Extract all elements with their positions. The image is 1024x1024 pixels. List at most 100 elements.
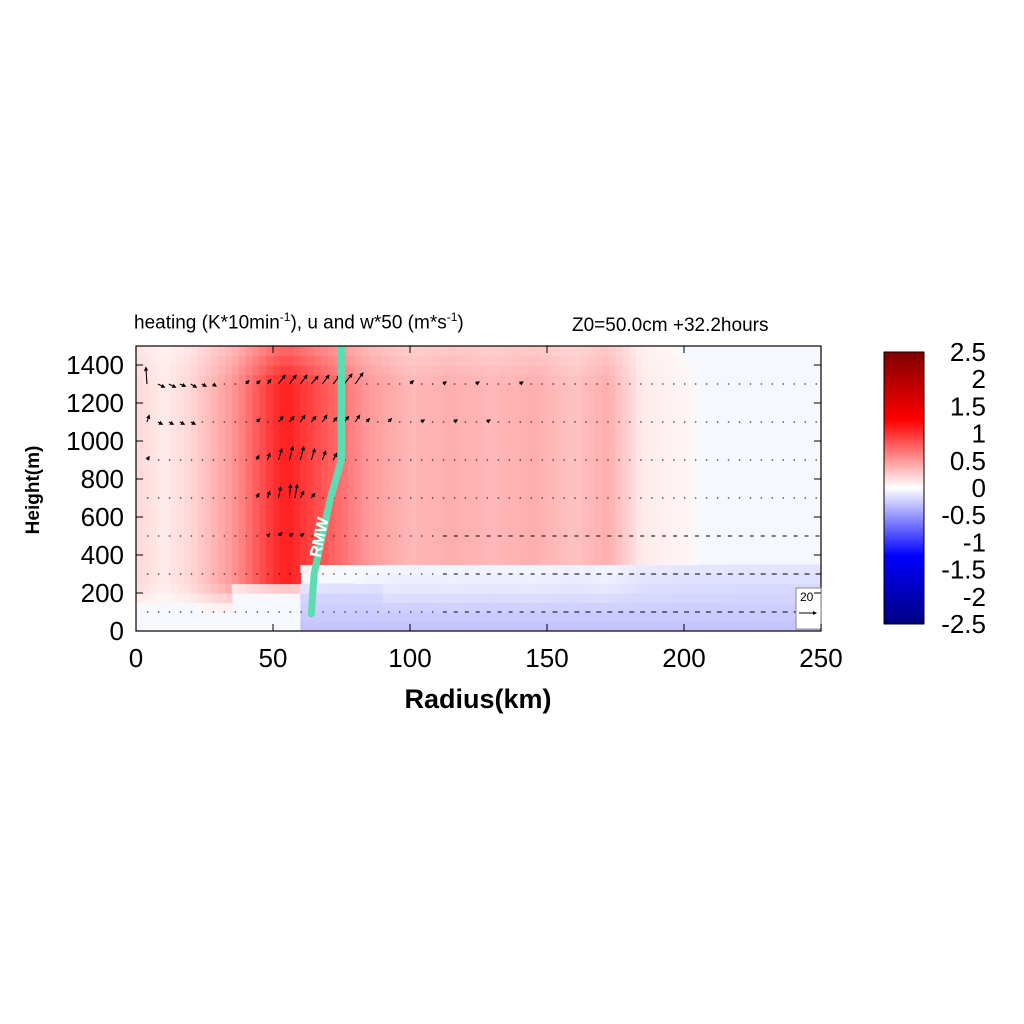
heatmap-cell xyxy=(183,593,192,604)
heatmap-cell xyxy=(444,498,452,509)
heatmap-cell xyxy=(636,574,644,585)
heatmap-cell xyxy=(553,555,562,566)
heatmap-cell xyxy=(499,365,507,376)
heatmap-cell xyxy=(636,450,644,461)
heatmap-cell xyxy=(533,621,541,631)
heatmap-cell xyxy=(594,555,603,566)
colorbar-tick-label: -0.5 xyxy=(941,500,986,530)
heatmap-cell xyxy=(519,498,528,509)
heatmap-cell xyxy=(471,346,480,357)
heatmap-cell xyxy=(136,479,144,490)
heatmap-cell xyxy=(320,612,329,623)
heatmap-cell xyxy=(684,460,692,471)
heatmap-cell xyxy=(649,441,658,452)
heatmap-cell xyxy=(382,536,391,547)
heatmap-cell xyxy=(197,583,206,594)
heatmap-cell xyxy=(423,422,432,433)
heatmap-cell xyxy=(348,498,356,509)
wind-vector xyxy=(299,414,306,423)
heatmap-cell xyxy=(204,574,212,585)
heatmap-cell xyxy=(136,441,144,452)
heatmap-cell xyxy=(444,545,452,556)
heatmap-cell xyxy=(355,365,363,376)
heatmap-cell xyxy=(375,593,384,604)
heatmap-cell xyxy=(642,355,651,366)
heatmap-cell xyxy=(252,555,260,566)
heatmap-cell xyxy=(663,612,671,623)
heatmap-cell xyxy=(218,545,226,556)
heatmap-cell xyxy=(307,346,315,357)
heatmap-cell xyxy=(245,555,254,566)
y-tick-label: 400 xyxy=(81,540,124,570)
heatmap-cell xyxy=(320,346,329,357)
heatmap-cell xyxy=(622,488,630,499)
heatmap-cell xyxy=(327,460,336,471)
heatmap-cell xyxy=(307,479,315,490)
heatmap-cell xyxy=(492,507,500,518)
heatmap-cell xyxy=(266,403,274,414)
heatmap-cell xyxy=(615,517,623,528)
heatmap-cell xyxy=(636,555,644,566)
heatmap-cell xyxy=(505,469,514,480)
heatmap-cell xyxy=(444,365,452,376)
heatmap-cell xyxy=(293,507,301,518)
heatmap-cell xyxy=(553,469,562,480)
heatmap-cell xyxy=(499,422,507,433)
heatmap-cell xyxy=(437,355,445,366)
heatmap-cell xyxy=(649,593,658,604)
heatmap-cell xyxy=(594,612,603,623)
heatmap-cell xyxy=(464,526,473,537)
heatmap-cell xyxy=(307,507,315,518)
heatmap-cell xyxy=(526,365,534,376)
heatmap-cell xyxy=(266,384,274,395)
heatmap-cell xyxy=(293,355,301,366)
heatmap-cell xyxy=(711,564,719,575)
heatmap-cell xyxy=(526,403,534,414)
heatmap-cell xyxy=(416,441,425,452)
heatmap-cell xyxy=(574,450,582,461)
heatmap-cell xyxy=(629,517,637,528)
heatmap-cell xyxy=(177,355,185,366)
heatmap-cell xyxy=(636,393,644,404)
heatmap-cell xyxy=(677,374,685,385)
y-tick-label: 1200 xyxy=(66,388,124,418)
heatmap-cell xyxy=(266,498,274,509)
heatmap-cell xyxy=(396,355,404,366)
heatmap-cell xyxy=(629,526,637,537)
heatmap-cell xyxy=(492,450,500,461)
heatmap-cell xyxy=(368,583,377,594)
heatmap-cell xyxy=(327,536,336,547)
heatmap-cell xyxy=(183,574,192,585)
heatmap-cell xyxy=(190,403,199,414)
heatmap-cell xyxy=(615,621,623,631)
heatmap-cell xyxy=(451,346,459,357)
heatmap-cell xyxy=(786,612,795,623)
heatmap-cell xyxy=(375,469,384,480)
heatmap-cell xyxy=(279,346,288,357)
heatmap-cell xyxy=(218,393,226,404)
heatmap-cell xyxy=(362,621,370,631)
heatmap-cell xyxy=(382,602,391,613)
heatmap-cell xyxy=(170,479,178,490)
colorbar-tick-label: 0.5 xyxy=(950,446,986,476)
y-tick-label: 200 xyxy=(81,578,124,608)
colorbar-tick-label: 2 xyxy=(972,364,986,394)
heatmap-cell xyxy=(327,526,336,537)
heatmap-cell xyxy=(485,517,493,528)
heatmap-cell xyxy=(430,365,438,376)
heatmap-cell xyxy=(231,574,240,585)
heatmap-cell xyxy=(553,441,562,452)
heatmap-cell xyxy=(485,384,493,395)
heatmap-cell xyxy=(334,536,343,547)
heatmap-cell xyxy=(773,583,781,594)
heatmap-cell xyxy=(163,365,171,376)
heatmap-cell xyxy=(622,612,630,623)
heatmap-cell xyxy=(642,536,651,547)
heatmap-cell xyxy=(368,374,377,385)
heatmap-cell xyxy=(622,602,630,613)
heatmap-cell xyxy=(684,422,692,433)
heatmap-cell xyxy=(314,431,322,442)
heatmap-cell xyxy=(492,346,500,357)
heatmap-cell xyxy=(663,355,671,366)
heatmap-cell xyxy=(218,555,226,566)
